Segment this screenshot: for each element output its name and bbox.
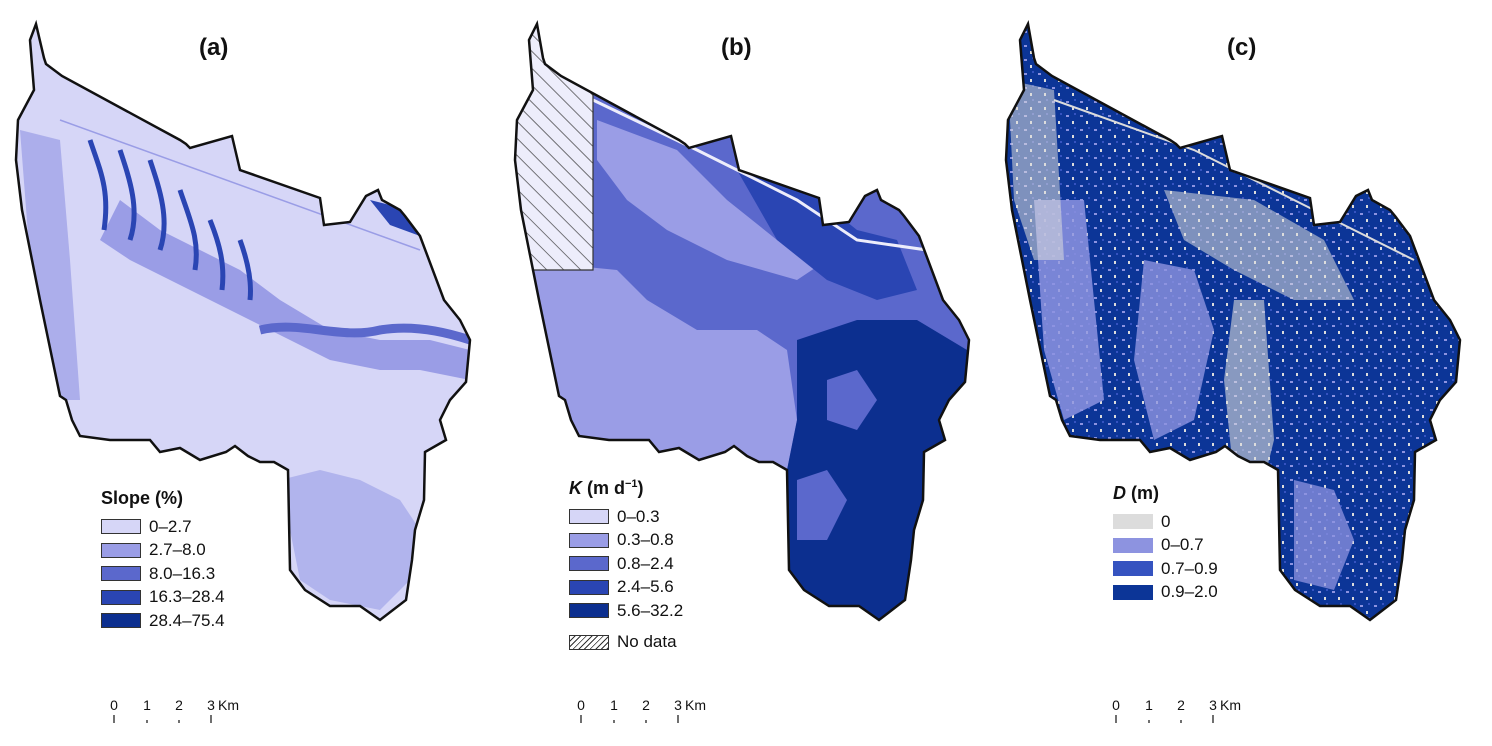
legend-item: 0–2.7 [101,515,225,539]
legend-item: 2.7–8.0 [101,539,225,563]
legend-item: 0.7–0.9 [1113,557,1218,581]
scale-unit: Km [685,697,706,713]
panel-a: (a) Slope (%) 0–2.7 2.7–8.0 8.0–16.3 16.… [0,0,497,746]
legend-swatch [1113,514,1153,530]
legend-item: 0–0.7 [1113,534,1218,558]
scale-tick: 0 [1112,697,1120,713]
legend-label: 16.3–28.4 [149,587,225,607]
scale-bar-line [580,715,679,723]
scale-unit: Km [1220,697,1241,713]
legend-unit: (m) [1126,483,1159,503]
legend-unit-superscript: −1 [625,478,638,490]
legend-label: 0.7–0.9 [1161,558,1218,578]
scale-tick: 1 [610,697,618,713]
legend-title: K (m d−1) [569,478,683,499]
legend-item: 0 [1113,510,1218,534]
legend-swatch [101,589,141,605]
scale-tick: 0 [577,697,585,713]
legend-symbol: Slope [101,488,151,508]
scale-tick: 3 [207,697,215,713]
legend-item: 5.6–32.2 [569,599,683,623]
legend-item-nodata: No data [569,631,683,655]
legend-label: 28.4–75.4 [149,610,225,630]
legend-swatch [101,566,141,582]
legend-label: 2.4–5.6 [617,577,674,597]
legend-swatch [569,532,609,548]
legend-label: 8.0–16.3 [149,563,216,583]
scale-unit: Km [218,697,239,713]
scale-tick: 1 [1145,697,1153,713]
legend-swatch [101,519,141,535]
scale-bar: 0 1 2 3 Km [577,697,717,723]
legend-swatch [569,603,609,619]
legend-item: 2.4–5.6 [569,576,683,600]
legend-label: 0–0.3 [617,506,660,526]
depth-map [1004,22,1462,622]
legend-label: 0.3–0.8 [617,530,674,550]
legend-swatch [101,613,141,629]
legend-item: 0–0.3 [569,505,683,529]
legend-item: 16.3–28.4 [101,586,225,610]
legend-label: 2.7–8.0 [149,540,206,560]
legend-swatch [569,556,609,572]
legend: D (m) 0 0–0.7 0.7–0.9 0.9–2.0 [1113,483,1218,604]
legend-item: 0.8–2.4 [569,552,683,576]
panel-title: (c) [1227,34,1257,61]
legend-label: 0.8–2.4 [617,553,674,573]
scale-tick: 3 [674,697,682,713]
legend-swatch-hatched [569,634,609,650]
panel-title: (a) [199,34,229,61]
legend-item: 0.3–0.8 [569,529,683,553]
slope-map [14,22,472,622]
legend-unit: (m d [582,478,625,498]
panel-c: (c) D (m) 0 0–0.7 0.7–0.9 [994,0,1491,746]
scale-bar: 0 1 2 3 Km [1112,697,1252,723]
legend-label: 0–0.7 [1161,535,1204,555]
legend-symbol: K [569,478,582,498]
scale-tick: 2 [642,697,650,713]
legend-label: 0 [1161,511,1171,531]
scale-bar-line [1115,715,1214,723]
legend-title: D (m) [1113,483,1218,504]
legend-swatch [1113,561,1153,577]
scale-tick: 1 [143,697,151,713]
panel-b: (b) K (m d−1) 0–0.3 0.3–0.8 0.8–2.4 [497,0,994,746]
legend-swatch [1113,537,1153,553]
legend-unit-close: ) [637,478,644,498]
legend: Slope (%) 0–2.7 2.7–8.0 8.0–16.3 16.3–28… [101,488,225,633]
legend-swatch [569,579,609,595]
scale-bar: 0 1 2 3 Km [110,697,250,723]
legend-unit: (%) [150,488,184,508]
scale-bar-line [113,715,212,723]
conductivity-map [513,22,971,622]
scale-tick: 2 [1177,697,1185,713]
legend-swatch [1113,584,1153,600]
legend-item: 28.4–75.4 [101,609,225,633]
legend: K (m d−1) 0–0.3 0.3–0.8 0.8–2.4 2.4–5.6 … [569,478,683,654]
legend-label: No data [617,632,677,652]
legend-swatch [569,509,609,525]
legend-title: Slope (%) [101,488,225,509]
legend-item: 8.0–16.3 [101,562,225,586]
scale-tick: 2 [175,697,183,713]
legend-swatch [101,542,141,558]
legend-label: 0–2.7 [149,516,192,536]
legend-label: 5.6–32.2 [617,600,684,620]
legend-label: 0.9–2.0 [1161,582,1218,602]
panel-title: (b) [721,34,752,61]
scale-tick: 0 [110,697,118,713]
legend-symbol: D [1113,483,1126,503]
legend-item: 0.9–2.0 [1113,581,1218,605]
scale-tick: 3 [1209,697,1217,713]
